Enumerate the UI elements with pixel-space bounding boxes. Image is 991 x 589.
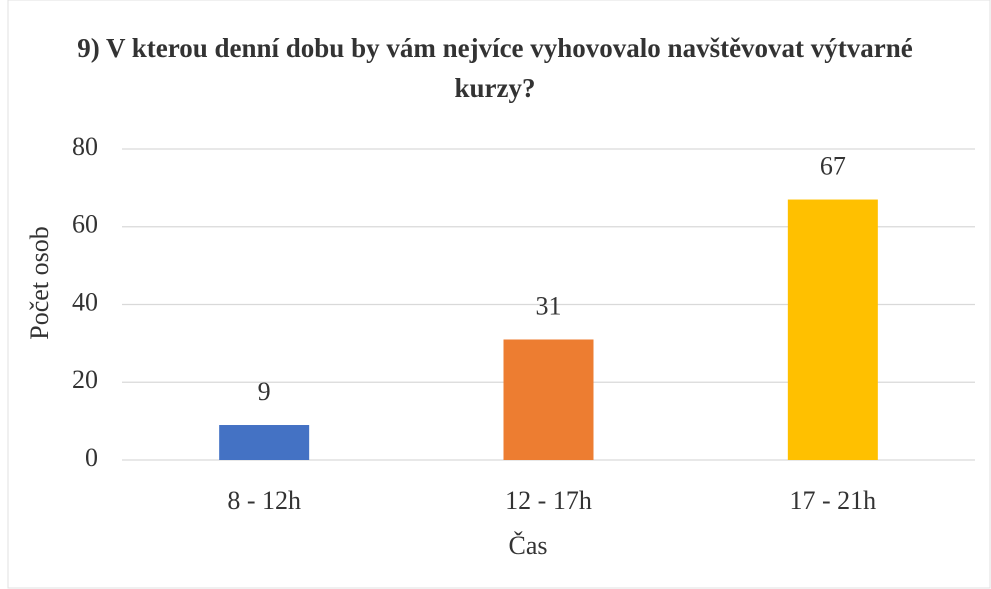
x-tick-label: 12 - 17h bbox=[505, 486, 592, 515]
bar bbox=[503, 339, 594, 460]
data-label: 31 bbox=[536, 291, 562, 320]
y-tick-label: 40 bbox=[72, 287, 98, 316]
chart-frame bbox=[7, 0, 991, 589]
y-tick-label: 80 bbox=[72, 132, 98, 161]
bar bbox=[219, 425, 310, 460]
y-tick-label: 0 bbox=[85, 443, 98, 472]
data-label: 9 bbox=[258, 377, 271, 406]
chart-title: 9) V kterou denní dobu by vám nejvíce vy… bbox=[77, 33, 913, 103]
x-axis-label: Čas bbox=[509, 531, 548, 560]
y-tick-label: 20 bbox=[72, 365, 98, 394]
data-label: 67 bbox=[820, 152, 846, 181]
y-axis-label: Počet osob bbox=[25, 226, 54, 339]
x-tick-label: 8 - 12h bbox=[227, 486, 301, 515]
x-tick-label: 17 - 21h bbox=[789, 486, 876, 515]
y-tick-label: 60 bbox=[72, 210, 98, 239]
bar bbox=[787, 199, 878, 460]
